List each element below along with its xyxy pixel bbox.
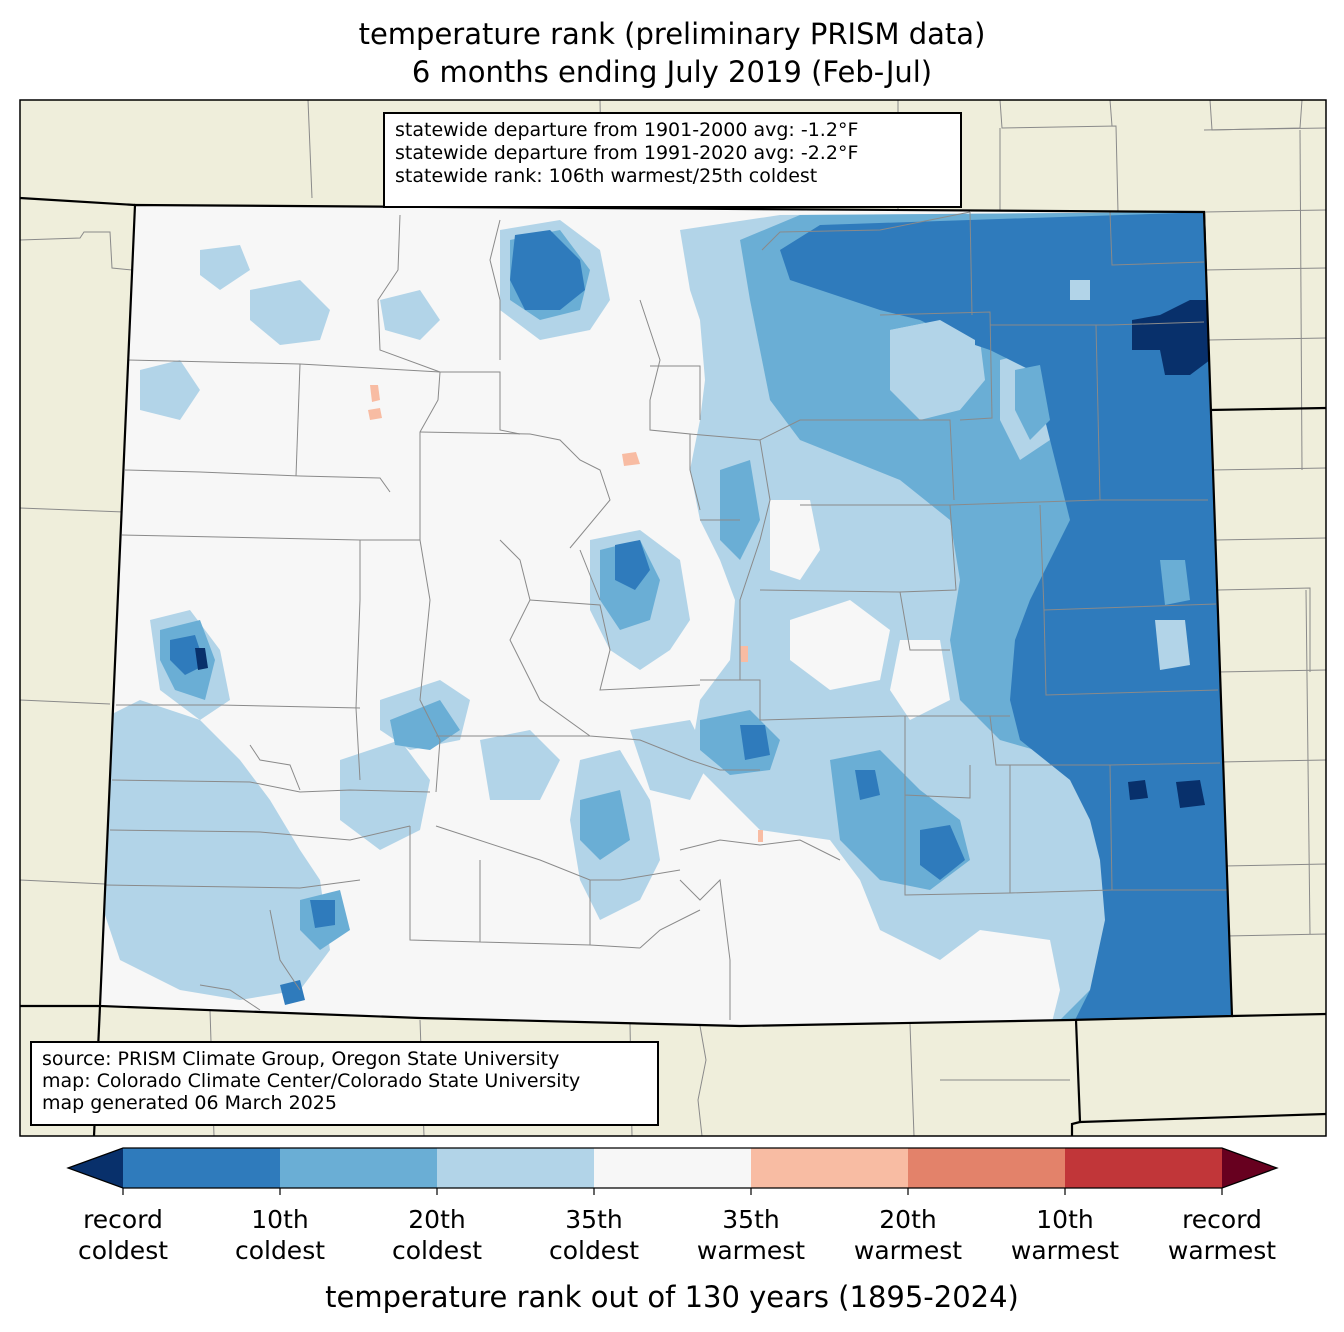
- tick-label-line-1: record: [1182, 1205, 1262, 1234]
- colorbar-bin: [908, 1148, 1066, 1188]
- stats-statewide-rank: statewide rank: 106th warmest/25th colde…: [395, 165, 818, 187]
- tick-label-line-2: warmest: [696, 1236, 806, 1265]
- colorbar-bin: [123, 1148, 281, 1188]
- colorado-county-lines: [104, 211, 1228, 1020]
- tick-label-line-1: 10th: [251, 1205, 309, 1234]
- source-line: source: PRISM Climate Group, Oregon Stat…: [42, 1048, 560, 1070]
- map-title-line-2: 6 months ending July 2019 (Feb-Jul): [411, 55, 933, 89]
- colorbar-tick-label: 20th warmest: [828, 1204, 988, 1266]
- colorado-border: [98, 203, 1234, 1028]
- colorbar-tick-label: 35th coldest: [514, 1204, 674, 1266]
- colorbar-title: temperature rank out of 130 years (1895-…: [325, 1280, 1019, 1314]
- colorbar-tick-label: 10th coldest: [200, 1204, 360, 1266]
- colorbar-tick-label: 10th warmest: [985, 1204, 1145, 1266]
- colorbar-bin: [280, 1148, 438, 1188]
- generated-date-line: map generated 06 March 2025: [42, 1092, 337, 1114]
- stats-departure-1901-2000: statewide departure from 1901-2000 avg: …: [395, 119, 859, 141]
- tick-label-line-1: 35th: [565, 1205, 623, 1234]
- stats-departure-1991-2020: statewide departure from 1991-2020 avg: …: [395, 142, 859, 164]
- tick-label-line-1: 35th: [722, 1205, 780, 1234]
- tick-label-line-2: coldest: [234, 1236, 326, 1265]
- map-credit-line: map: Colorado Climate Center/Colorado St…: [42, 1070, 581, 1092]
- statewide-stats-box: statewide departure from 1901-2000 avg: …: [383, 112, 962, 208]
- tick-label-line-2: warmest: [1167, 1236, 1277, 1265]
- tick-label-line-1: 10th: [1036, 1205, 1094, 1234]
- colorbar-extend-low: [68, 1148, 123, 1188]
- tick-label-line-2: warmest: [853, 1236, 963, 1265]
- colorbar-extend-high: [1222, 1148, 1277, 1188]
- map-frame: [19, 99, 1327, 1137]
- colorbar-tick-label: record warmest: [1142, 1204, 1302, 1266]
- colorbar-bin: [1065, 1148, 1223, 1188]
- tick-label-line-2: coldest: [77, 1236, 169, 1265]
- tick-label-line-2: coldest: [391, 1236, 483, 1265]
- colorbar-tick-label: record coldest: [43, 1204, 203, 1266]
- source-box: source: PRISM Climate Group, Oregon Stat…: [30, 1041, 659, 1126]
- tick-label-line-1: record: [83, 1205, 163, 1234]
- tick-label-line-2: coldest: [548, 1236, 640, 1265]
- colorbar-tick-label: 20th coldest: [357, 1204, 517, 1266]
- colorbar-bin: [751, 1148, 909, 1188]
- colorbar: [66, 1147, 1279, 1195]
- map-title-line-1: temperature rank (preliminary PRISM data…: [358, 17, 986, 51]
- tick-label-line-1: 20th: [408, 1205, 466, 1234]
- colorbar-bin: [594, 1148, 752, 1188]
- colorado-rank-shading: [100, 205, 1232, 1026]
- tick-label-line-1: 20th: [879, 1205, 937, 1234]
- colorbar-tick-label: 35th warmest: [671, 1204, 831, 1266]
- tick-label-line-2: warmest: [1010, 1236, 1120, 1265]
- colorbar-bin: [437, 1148, 595, 1188]
